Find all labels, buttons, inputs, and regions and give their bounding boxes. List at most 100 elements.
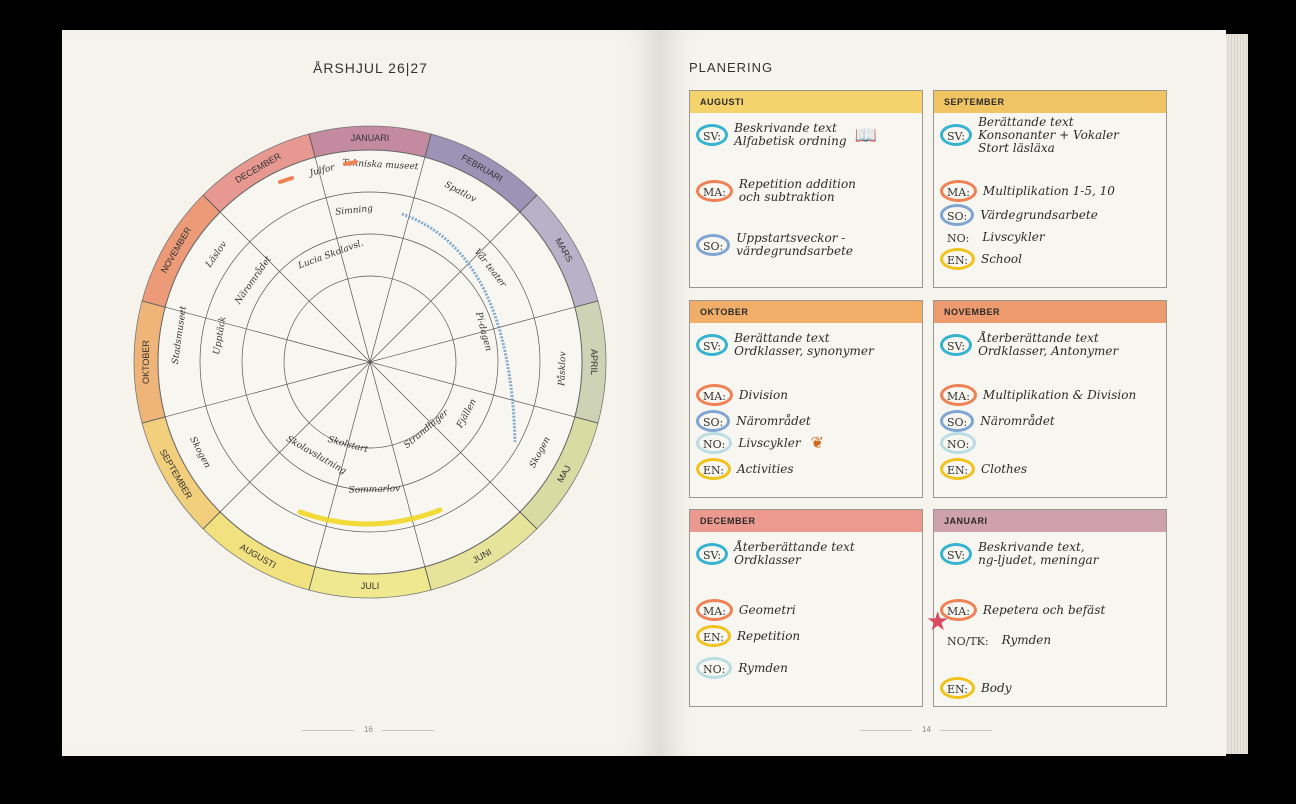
page-divider-line — [860, 730, 912, 731]
subject-note: Berättande text Ordklasser, synonymer — [734, 331, 874, 358]
subject-row: MA: Geometri — [696, 598, 796, 622]
subject-row: EN: Clothes — [940, 457, 1027, 481]
subject-note: Multiplikation 1-5, 10 — [982, 183, 1115, 198]
wheel-title: ÅRSHJUL 26|27 — [313, 60, 428, 76]
subject-note: Repetera och befäst — [982, 602, 1106, 617]
highlighter-stroke — [278, 176, 294, 184]
wheel-note: Simning — [335, 204, 374, 218]
subject-row: MA: Repetition addition och subtraktion — [696, 177, 856, 204]
month-card-header: SEPTEMBER — [934, 91, 1166, 113]
subject-row: SV: Beskrivande text Alfabetisk ordning 📖 — [696, 121, 877, 148]
subject-note: Multiplikation & Division — [982, 387, 1137, 402]
month-card-header: NOVEMBER — [934, 301, 1166, 323]
subject-row: SV: Berättande text Ordklasser, synonymer — [696, 331, 874, 358]
subject-note: Geometri — [738, 602, 796, 617]
wheel-spoke — [308, 361, 371, 591]
subject-row: EN: Repetition — [696, 624, 800, 648]
subject-tag: SO: — [696, 410, 731, 432]
highlighter-stroke — [401, 212, 517, 443]
wheel-spoke — [141, 361, 371, 424]
subject-row: NO: — [940, 431, 982, 455]
month-card-header: DECEMBER — [690, 510, 922, 532]
month-label: JULI — [361, 581, 380, 591]
month-label: APRIL — [589, 349, 599, 375]
wheel-ring — [241, 233, 499, 491]
subject-note: School — [980, 251, 1022, 266]
subject-note: Body — [980, 680, 1012, 695]
subject-note: Rymden — [738, 660, 788, 675]
subject-tag: EN: — [940, 677, 975, 699]
wheel-spoke — [308, 133, 371, 363]
subject-tag: SO: — [940, 410, 975, 432]
subject-note: Division — [738, 387, 788, 402]
subject-note: Berättande text Konsonanter + Vokaler St… — [978, 114, 1119, 155]
subject-row: NO: Rymden — [696, 656, 788, 680]
subject-note: Uppstartsveckor - värdegrundsarbete — [736, 231, 854, 258]
page-divider-line — [302, 730, 354, 731]
subject-note: Närområdet — [736, 413, 811, 428]
subject-note: Repetition addition och subtraktion — [738, 177, 856, 204]
month-card-header: OKTOBER — [690, 301, 922, 323]
subject-row: SV: Beskrivande text, ng-ljudet, meningar — [940, 540, 1099, 567]
subject-note: Beskrivande text Alfabetisk ordning — [734, 121, 847, 148]
subject-tag: SO: — [696, 234, 731, 256]
subject-note: Rymden — [1001, 632, 1052, 647]
subject-note: Livscykler — [982, 229, 1045, 244]
wheel-note: Tekniska museet — [342, 158, 419, 172]
subject-note: Beskrivande text, ng-ljudet, meningar — [978, 540, 1099, 567]
subject-tag: SV: — [696, 124, 729, 146]
month-card-header: JANUARI — [934, 510, 1166, 532]
wheel-spoke — [369, 133, 432, 363]
wheel-spoke — [141, 300, 371, 363]
page-edges — [1226, 34, 1248, 754]
month-card-november: NOVEMBER SV: Återberättande text Ordklasse… — [933, 300, 1167, 498]
right-page-number: 14 — [922, 725, 931, 734]
month-card-december: DECEMBER SV: Återberättande text Ordklasse… — [689, 509, 923, 707]
subject-tag: EN: — [696, 458, 731, 480]
wheel-spoke — [369, 300, 599, 363]
subject-tag: EN: — [696, 625, 731, 647]
wheel-spoke — [202, 194, 371, 363]
subject-note: Livscykler — [738, 435, 801, 450]
wheel-spoke — [202, 361, 371, 530]
subject-note: Återberättande text Ordklasser, Antonyme… — [978, 331, 1119, 358]
leaf-icon: ❦ — [810, 435, 824, 452]
subject-note: Clothes — [980, 461, 1028, 476]
subject-row: SO: Uppstartsveckor - värdegrundsarbete — [696, 231, 854, 258]
subject-row: SV: Berättande text Konsonanter + Vokaler… — [940, 115, 1119, 154]
subject-note: Repetition — [736, 628, 801, 643]
subject-row: EN: School — [940, 247, 1022, 271]
month-card-oktober: OKTOBER SV: Berättande text Ordklasser, sy… — [689, 300, 923, 498]
subject-tag: MA: — [940, 384, 977, 406]
wheel-note: Sommarlov — [348, 484, 400, 496]
wheel-note: Påsklov — [555, 351, 568, 387]
subject-row: EN: Activities — [696, 457, 794, 481]
subject-row: SO: Värdegrundsarbete — [940, 203, 1098, 227]
subject-tag: SV: — [940, 334, 973, 356]
wheel-spoke — [369, 194, 538, 363]
wheel-spoke — [369, 361, 599, 424]
subject-tag: SV: — [940, 543, 973, 565]
star-icon: ★ — [926, 606, 950, 636]
subject-tag: MA: — [940, 599, 977, 621]
subject-tag: SV: — [696, 334, 729, 356]
subject-row: EN: Body — [940, 676, 1011, 700]
highlighter-stroke — [343, 160, 358, 166]
wheel-ring — [199, 191, 541, 533]
subject-tag: EN: — [940, 458, 975, 480]
subject-tag: MA: — [696, 384, 733, 406]
subject-note: Activities — [736, 461, 794, 476]
subject-tag: MA: — [696, 180, 733, 202]
subject-tag: MA: — [696, 599, 733, 621]
left-page-number: 16 — [364, 725, 373, 734]
month-card-augusti: AUGUSTI SV: Beskrivande text Alfabetisk or… — [689, 90, 923, 288]
wheel-ring — [283, 275, 457, 449]
subject-row: SV: Återberättande text Ordklasser, Anton… — [940, 331, 1119, 358]
wheel-spoke — [369, 361, 432, 591]
month-card-september: SEPTEMBER SV: Berättande text Konsonanter … — [933, 90, 1167, 288]
subject-row: MA: Division — [696, 383, 788, 407]
subject-tag: NO/TK: — [947, 635, 989, 648]
subject-row: SO: Närområdet — [696, 409, 811, 433]
subject-row: NO/TK: Rymden — [940, 628, 1051, 652]
